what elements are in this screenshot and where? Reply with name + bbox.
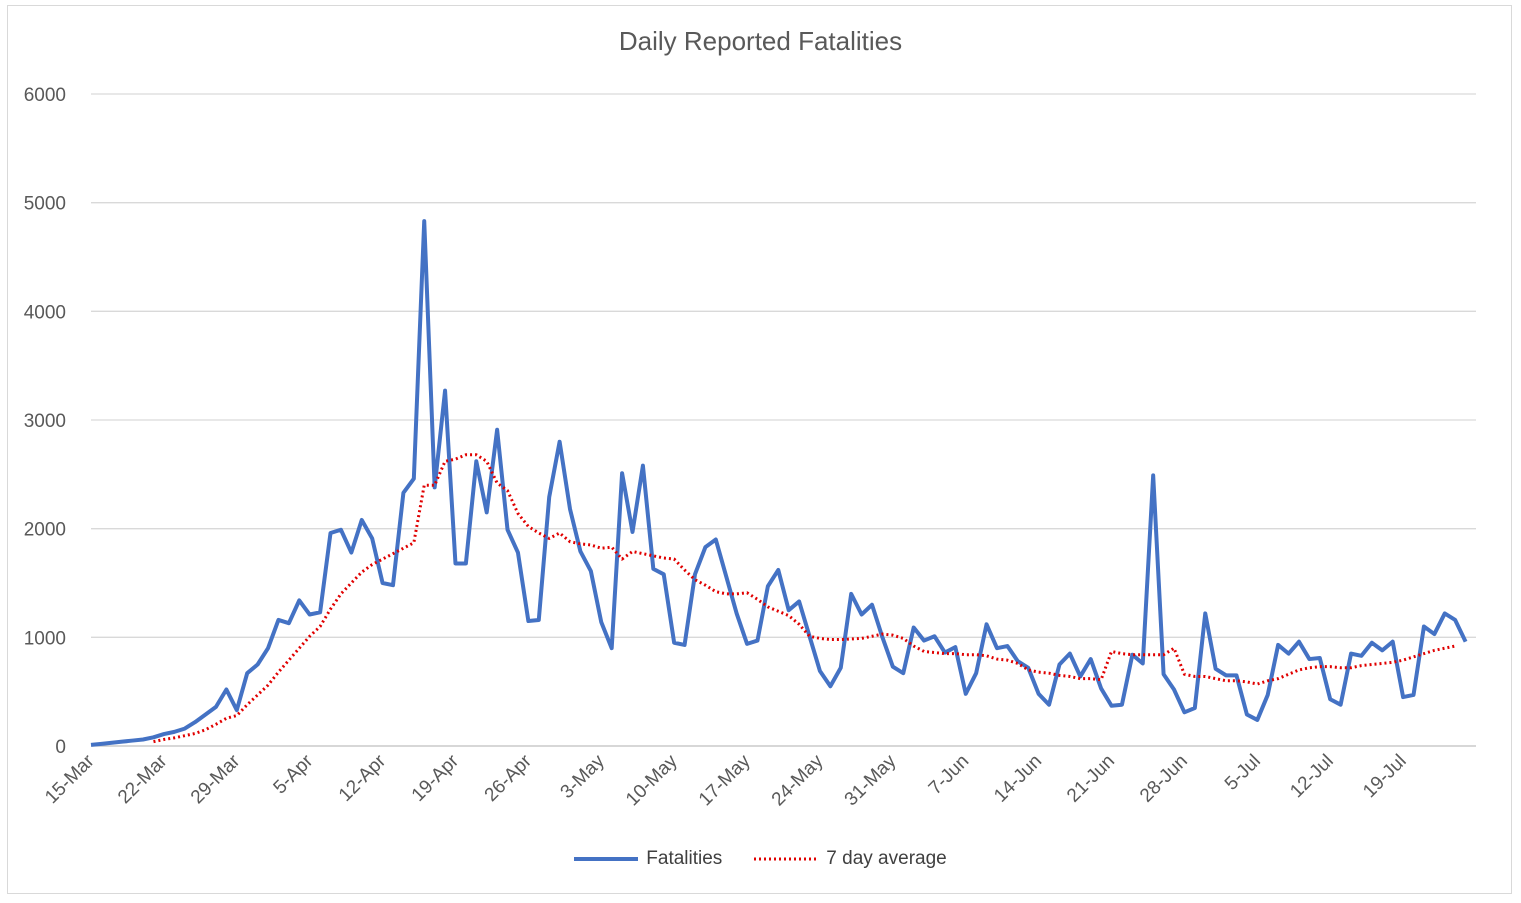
x-tick-label: 15-Mar (41, 750, 99, 808)
legend: Fatalities 7 day average (0, 848, 1521, 870)
x-tick-label: 7-Jun (925, 751, 973, 799)
x-tick-label: 3-May (557, 750, 610, 803)
x-tick-label: 14-Jun (990, 751, 1046, 807)
series-layer (90, 219, 1468, 747)
y-tick-label: 0 (55, 737, 66, 758)
series-line-fatalities (90, 219, 1468, 747)
x-tick-label: 24-May (768, 750, 828, 810)
y-axis-labels: 0 1000 2000 3000 4000 5000 6000 (24, 85, 66, 758)
legend-swatch-fatalities (574, 857, 639, 861)
x-tick-label: 5-Apr (270, 750, 318, 798)
x-tick-label: 17-May (695, 750, 755, 810)
legend-label-fatalities: Fatalities (646, 848, 723, 869)
x-tick-label: 10-May (622, 750, 682, 810)
x-tick-label: 12-Jul (1286, 751, 1337, 802)
x-tick-label: 5-Jul (1221, 751, 1265, 795)
gridlines (91, 93, 1476, 747)
legend-item-7-day-average: 7 day average (754, 848, 947, 870)
y-tick-label: 4000 (24, 302, 66, 323)
y-tick-label: 6000 (24, 85, 66, 106)
legend-item-fatalities: Fatalities (574, 848, 722, 870)
y-tick-label: 3000 (24, 411, 66, 432)
legend-label-7-day-average: 7 day average (826, 848, 947, 869)
x-axis-labels: 15-Mar 22-Mar 29-Mar 5-Apr 12-Apr 19-Apr 26-Ap… (41, 750, 1411, 810)
x-tick-label: 21-Jun (1063, 751, 1119, 807)
series-line-7-day-average (153, 453, 1456, 744)
chart-title: Daily Reported Fatalities (618, 26, 903, 56)
legend-swatch-7-day-average (754, 857, 819, 861)
x-tick-label: 31-May (841, 750, 901, 810)
y-tick-label: 2000 (24, 520, 66, 541)
x-tick-label: 19-Jul (1359, 751, 1410, 802)
x-tick-label: 22-Mar (114, 750, 172, 808)
y-tick-label: 1000 (24, 628, 66, 649)
y-tick-label: 5000 (24, 194, 66, 215)
x-tick-label: 19-Apr (408, 750, 464, 806)
x-tick-label: 12-Apr (335, 750, 391, 806)
x-tick-label: 29-Mar (187, 750, 245, 808)
x-tick-label: 28-Jun (1136, 751, 1192, 807)
x-tick-label: 26-Apr (481, 750, 537, 806)
